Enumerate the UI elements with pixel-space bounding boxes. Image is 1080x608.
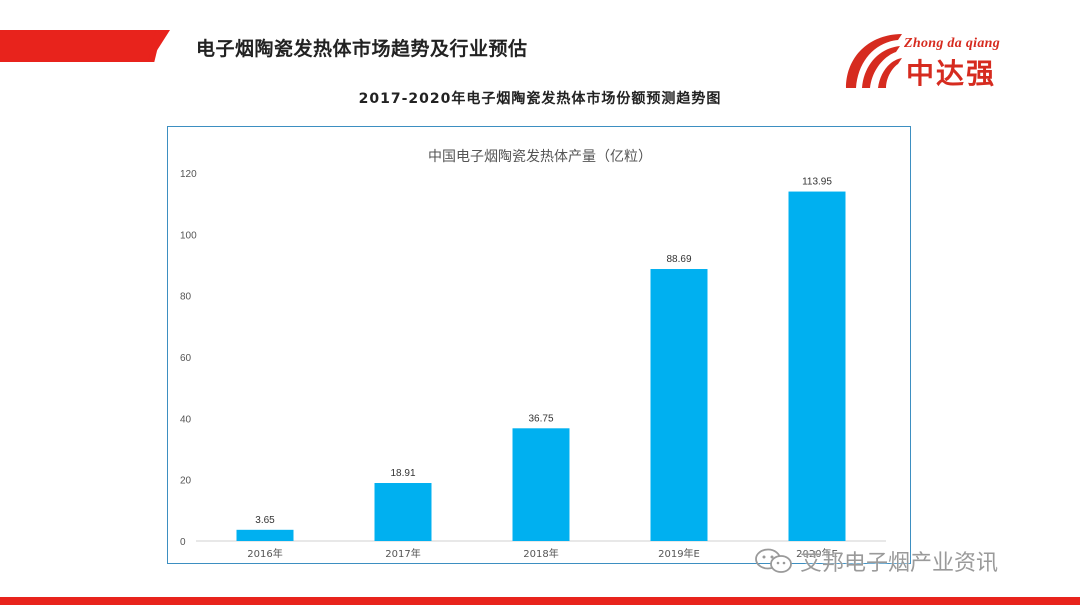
bar bbox=[650, 269, 708, 541]
data-label: 113.95 bbox=[802, 177, 832, 188]
axis-layer: 0 20 40 60 80 100 120 2016年 2017年 2018年 2019年E 2020… bbox=[180, 169, 886, 560]
bar bbox=[512, 428, 570, 541]
y-tick-label: 60 bbox=[180, 353, 192, 364]
x-tick-label: 2019年E bbox=[658, 547, 700, 560]
y-tick-label: 80 bbox=[180, 292, 192, 303]
x-tick-label: 2017年 bbox=[385, 547, 420, 560]
footer-accent-bar bbox=[0, 597, 1080, 605]
data-label: 3.65 bbox=[255, 515, 275, 526]
watermark: 艾邦电子烟产业资讯 bbox=[752, 546, 998, 576]
watermark-text: 艾邦电子烟产业资讯 bbox=[800, 551, 999, 576]
bar bbox=[374, 483, 432, 541]
bar bbox=[788, 191, 846, 541]
bar-layer: 3.65 18.91 36.75 88.69 113.95 bbox=[236, 177, 846, 541]
y-tick-label: 120 bbox=[180, 169, 197, 180]
wechat-icon bbox=[755, 548, 792, 573]
y-tick-label: 20 bbox=[180, 476, 192, 487]
y-tick-label: 100 bbox=[180, 230, 197, 241]
logo-english-text: Zhong da qiang bbox=[904, 36, 1000, 51]
x-tick-label: 2016年 bbox=[247, 547, 282, 560]
data-label: 18.91 bbox=[390, 468, 415, 479]
page-title: 电子烟陶瓷发热体市场趋势及行业预估 bbox=[196, 38, 528, 60]
y-tick-label: 0 bbox=[180, 537, 186, 548]
x-tick-label: 2020年E bbox=[796, 547, 838, 560]
x-tick-label: 2018年 bbox=[523, 547, 558, 560]
data-label: 88.69 bbox=[666, 254, 691, 265]
logo-chinese-text: 中达强 bbox=[906, 57, 997, 90]
slide-subtitle: 2017-2020年电子烟陶瓷发热体市场份额预测趋势图 bbox=[358, 91, 722, 107]
y-tick-label: 40 bbox=[180, 414, 192, 425]
data-label: 36.75 bbox=[528, 413, 553, 424]
chart-title: 中国电子烟陶瓷发热体产量（亿粒） bbox=[428, 149, 652, 165]
bar bbox=[236, 529, 294, 541]
chart-frame: 中国电子烟陶瓷发热体产量（亿粒） 0 20 40 60 80 100 120 2016年 201… bbox=[167, 126, 911, 564]
logo-swoosh-icon bbox=[846, 34, 902, 88]
bar-chart: 中国电子烟陶瓷发热体产量（亿粒） 0 20 40 60 80 100 120 2016年 201… bbox=[180, 149, 886, 560]
header-accent-bar bbox=[0, 30, 170, 62]
